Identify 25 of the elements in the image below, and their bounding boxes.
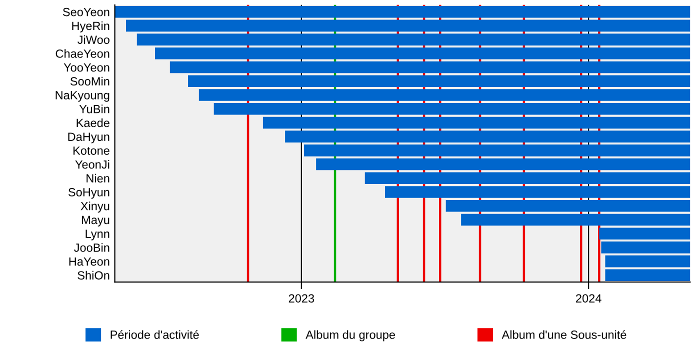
y-tick-label: Mayu: [82, 216, 110, 226]
y-tick-label: Kotone: [73, 146, 110, 155]
y-tick-label: SeoYeon: [62, 8, 110, 16]
y-tick-label: YeonJi: [75, 160, 110, 169]
y-tick-label: Xinyu: [80, 202, 110, 213]
x-tick-label: 2024: [576, 294, 602, 303]
y-tick-label: YooYeon: [64, 63, 110, 72]
x-tick-label: 2023: [288, 294, 314, 303]
y-tick-label: ChaeYeon: [56, 49, 110, 58]
y-tick-label: Nien: [86, 174, 110, 183]
y-tick-label: HyeRin: [72, 21, 110, 32]
legend-label: Période d'activité: [110, 330, 199, 339]
y-tick-label: JooBin: [74, 243, 110, 252]
y-tick-label: YuBin: [79, 104, 110, 114]
y-tick-label: Lynn: [86, 230, 110, 240]
y-tick-label: SoHyun: [68, 188, 110, 199]
y-tick-label: HaYeon: [69, 257, 110, 266]
y-tick-label: JiWoo: [78, 35, 110, 44]
y-tick-label: DaHyun: [68, 132, 110, 144]
y-tick-label: SooMin: [70, 76, 110, 86]
y-tick-label: Kaede: [76, 118, 110, 128]
y-tick-label: NaKyoung: [56, 91, 110, 102]
legend-label: Album du groupe: [306, 330, 395, 342]
y-tick-label: ShiOn: [78, 270, 110, 280]
legend-label: Album d'une Sous-unité: [502, 330, 626, 339]
